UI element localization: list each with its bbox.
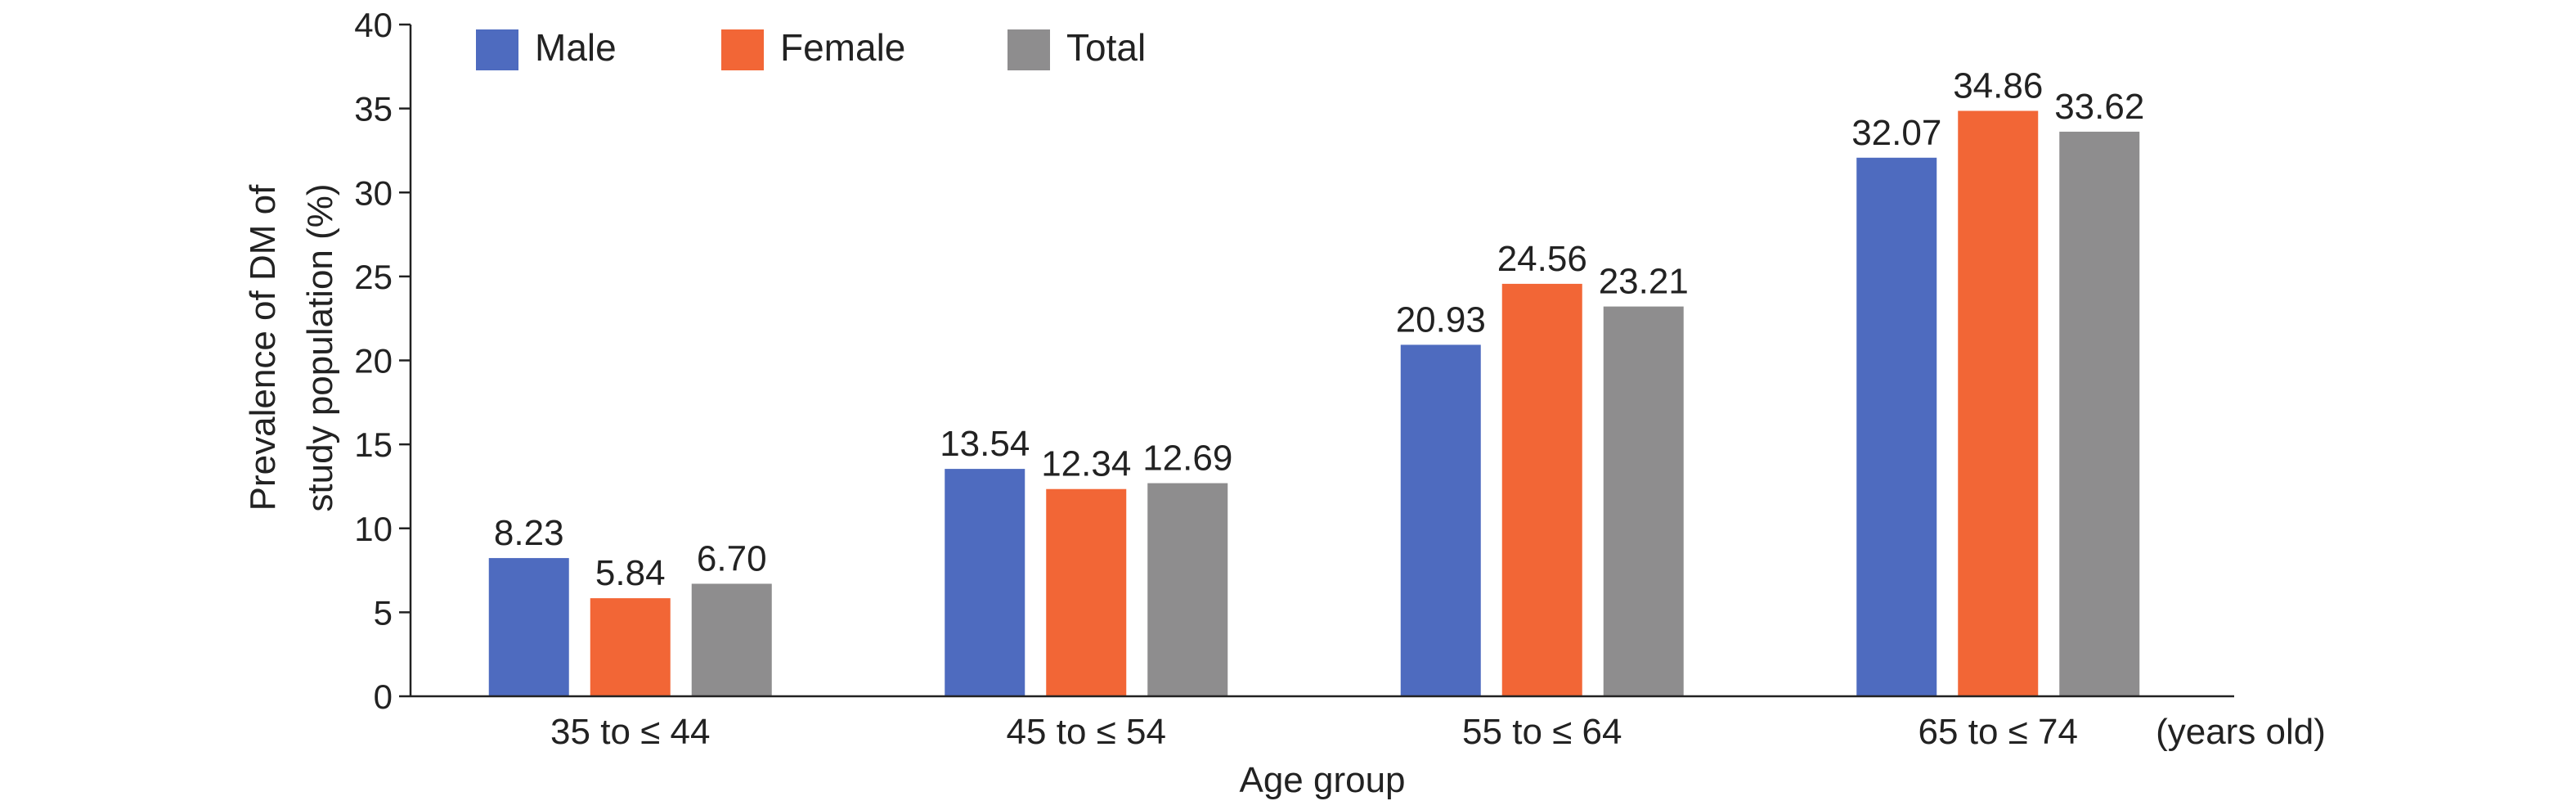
data-label-total: 23.21 bbox=[1599, 262, 1689, 302]
data-label-female: 24.56 bbox=[1497, 239, 1587, 279]
bar-male bbox=[945, 469, 1025, 696]
y-tick-label: 40 bbox=[354, 6, 393, 44]
x-category-label: 65 to ≤ 74 bbox=[1919, 712, 2078, 752]
y-axis-title-line2: study population (%) bbox=[300, 183, 340, 511]
x-category-label: 45 to ≤ 54 bbox=[1007, 712, 1166, 752]
bars-group bbox=[488, 110, 2140, 697]
legend-label-total: Total bbox=[1066, 26, 1146, 69]
data-label-total: 33.62 bbox=[2054, 87, 2144, 127]
bar-male bbox=[1400, 344, 1481, 696]
y-tick-label: 20 bbox=[354, 342, 393, 380]
bar-female bbox=[1046, 488, 1127, 696]
legend-swatch-female bbox=[721, 29, 764, 70]
legend-label-female: Female bbox=[780, 26, 905, 69]
y-tick-label: 25 bbox=[354, 258, 393, 296]
legend-swatch-male bbox=[476, 29, 518, 70]
legend-label-male: Male bbox=[535, 26, 617, 69]
x-category-label: 35 to ≤ 44 bbox=[550, 712, 710, 752]
y-tick-label: 30 bbox=[354, 173, 393, 212]
y-tick-label: 35 bbox=[354, 90, 393, 128]
data-label-female: 34.86 bbox=[1953, 65, 2043, 106]
x-axis-title: Age group bbox=[1239, 760, 1405, 800]
data-label-male: 8.23 bbox=[494, 513, 564, 553]
legend: Male Female Total bbox=[476, 26, 1146, 70]
data-label-male: 20.93 bbox=[1396, 299, 1486, 340]
y-tick-label: 15 bbox=[354, 425, 393, 464]
legend-swatch-total bbox=[1008, 29, 1050, 70]
bar-female bbox=[590, 598, 671, 696]
bar-female bbox=[1958, 110, 2039, 696]
bar-total bbox=[2059, 131, 2140, 697]
y-ticks: 0 5 10 15 20 25 30 35 40 bbox=[354, 6, 411, 716]
data-labels-group: 8.23 5.84 6.70 13.54 12.34 12.69 20.93 24.56 23.… bbox=[494, 65, 2144, 593]
bar-male bbox=[488, 558, 569, 696]
data-label-total: 12.69 bbox=[1142, 439, 1232, 479]
y-axis-title: Prevalence of DM of study population (%) bbox=[243, 183, 340, 511]
data-label-male: 13.54 bbox=[940, 424, 1030, 464]
bar-total bbox=[1603, 306, 1684, 696]
data-label-total: 6.70 bbox=[697, 538, 767, 578]
bar-male bbox=[1856, 157, 1937, 696]
y-tick-label: 0 bbox=[374, 677, 393, 716]
bar-total bbox=[691, 583, 772, 696]
y-tick-label: 5 bbox=[374, 593, 393, 632]
x-category-label: 55 to ≤ 64 bbox=[1462, 712, 1622, 752]
bar-female bbox=[1501, 283, 1582, 696]
data-label-female: 12.34 bbox=[1041, 444, 1131, 484]
data-label-male: 32.07 bbox=[1851, 113, 1941, 153]
x-category-labels: 35 to ≤ 44 45 to ≤ 54 55 to ≤ 64 65 to ≤ 74 bbox=[550, 712, 2078, 752]
data-label-female: 5.84 bbox=[595, 553, 666, 593]
y-tick-label: 10 bbox=[354, 510, 393, 548]
x-axis-unit: (years old) bbox=[2156, 712, 2326, 752]
bar-total bbox=[1147, 483, 1228, 696]
y-axis-title-line1: Prevalence of DM of bbox=[243, 184, 283, 511]
